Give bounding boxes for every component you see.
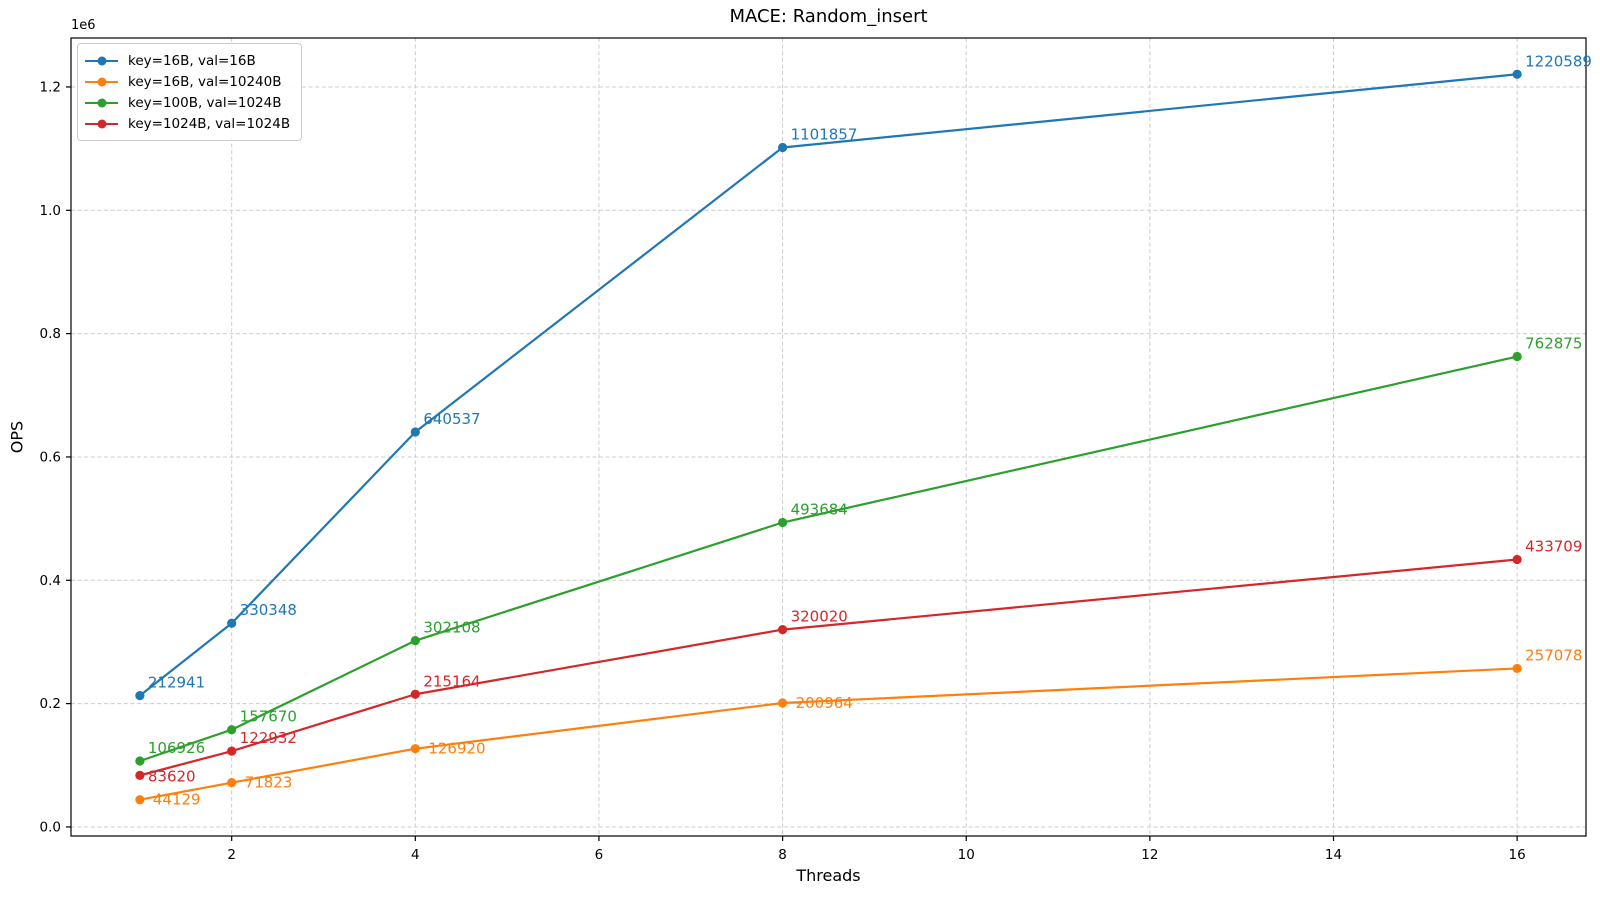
data-point: [1512, 663, 1522, 674]
legend-item-label: key=1024B, val=1024B: [128, 115, 291, 132]
data-point-label: 200964: [796, 694, 853, 712]
legend-item: key=16B, val=16B: [85, 50, 290, 71]
data-point: [135, 691, 145, 701]
data-point-label: 1220589: [1525, 52, 1592, 70]
data-point-label: 493684: [791, 501, 848, 519]
data-point: [1512, 69, 1522, 79]
y-tick-label: 0.0: [40, 819, 61, 835]
y-tick-label: 0.6: [40, 449, 61, 465]
x-tick-label: 8: [778, 847, 787, 863]
data-point: [410, 689, 420, 699]
data-point-label: 122932: [240, 729, 297, 747]
legend-item-label: key=16B, val=16B: [128, 52, 256, 69]
data-point-label: 126920: [428, 740, 485, 758]
y-tick-label: 1.2: [40, 79, 61, 95]
legend-marker-icon: [85, 101, 118, 104]
x-tick-label: 16: [1509, 847, 1526, 863]
data-point-label: 212941: [148, 674, 205, 692]
y-axis-offset-text: 1e6: [71, 18, 96, 33]
data-point: [1512, 351, 1522, 362]
y-tick-label: 0.4: [40, 573, 61, 589]
data-point: [135, 770, 145, 780]
x-tick-label: 10: [958, 847, 975, 863]
y-tick-label: 0.8: [40, 326, 61, 342]
legend: key=16B, val=16B key=16B, val=10240B key…: [77, 43, 303, 141]
data-point: [410, 636, 420, 646]
legend-marker-icon: [85, 59, 118, 62]
y-tick-label: 1.0: [40, 203, 61, 219]
data-point-label: 320020: [791, 608, 848, 626]
data-point: [227, 746, 237, 756]
data-point: [135, 795, 145, 805]
series-line-3: [138, 558, 1519, 777]
legend-item: key=100B, val=1024B: [85, 92, 290, 113]
x-axis-label: Threads: [796, 866, 861, 885]
data-point: [410, 427, 420, 437]
data-point-label: 157670: [240, 708, 297, 726]
x-tick-label: 6: [595, 847, 604, 863]
data-point-label: 433709: [1525, 537, 1582, 555]
data-point: [227, 618, 237, 628]
legend-marker-icon: [85, 80, 118, 83]
data-point-label: 640537: [423, 410, 480, 428]
x-tick-label: 14: [1325, 847, 1342, 863]
data-point: [777, 698, 788, 708]
data-point-label: 330348: [240, 601, 297, 619]
data-point-label: 106926: [148, 739, 205, 757]
series-line-0: [138, 73, 1519, 697]
data-point-label: 215164: [423, 672, 480, 690]
legend-marker-icon: [85, 122, 118, 125]
data-point: [410, 744, 420, 754]
data-point: [777, 517, 788, 528]
data-point-label: 71823: [245, 774, 293, 792]
data-point: [1512, 554, 1522, 565]
legend-item-label: key=100B, val=1024B: [128, 94, 282, 111]
x-tick-label: 12: [1141, 847, 1158, 863]
data-point-label: 1101857: [791, 125, 858, 143]
y-axis-label: OPS: [7, 420, 27, 454]
data-point-label: 257078: [1525, 646, 1582, 664]
data-point-label: 44129: [153, 791, 201, 809]
series-line-1: [138, 667, 1519, 801]
legend-item-label: key=16B, val=10240B: [128, 73, 282, 90]
plot-border: [70, 37, 1587, 837]
y-tick-label: 0.2: [40, 696, 61, 712]
data-point: [777, 625, 788, 635]
data-point-label: 83620: [148, 767, 196, 785]
data-point-label: 762875: [1525, 335, 1582, 353]
data-point: [227, 725, 237, 735]
data-point-label: 302108: [423, 619, 480, 637]
legend-item: key=16B, val=10240B: [85, 71, 290, 92]
x-tick-label: 2: [227, 847, 236, 863]
data-point: [227, 778, 237, 788]
chart-title: MACE: Random_insert: [729, 6, 928, 27]
data-point: [777, 142, 788, 153]
data-point: [135, 756, 145, 766]
x-tick-label: 4: [411, 847, 420, 863]
legend-item: key=1024B, val=1024B: [85, 113, 290, 134]
